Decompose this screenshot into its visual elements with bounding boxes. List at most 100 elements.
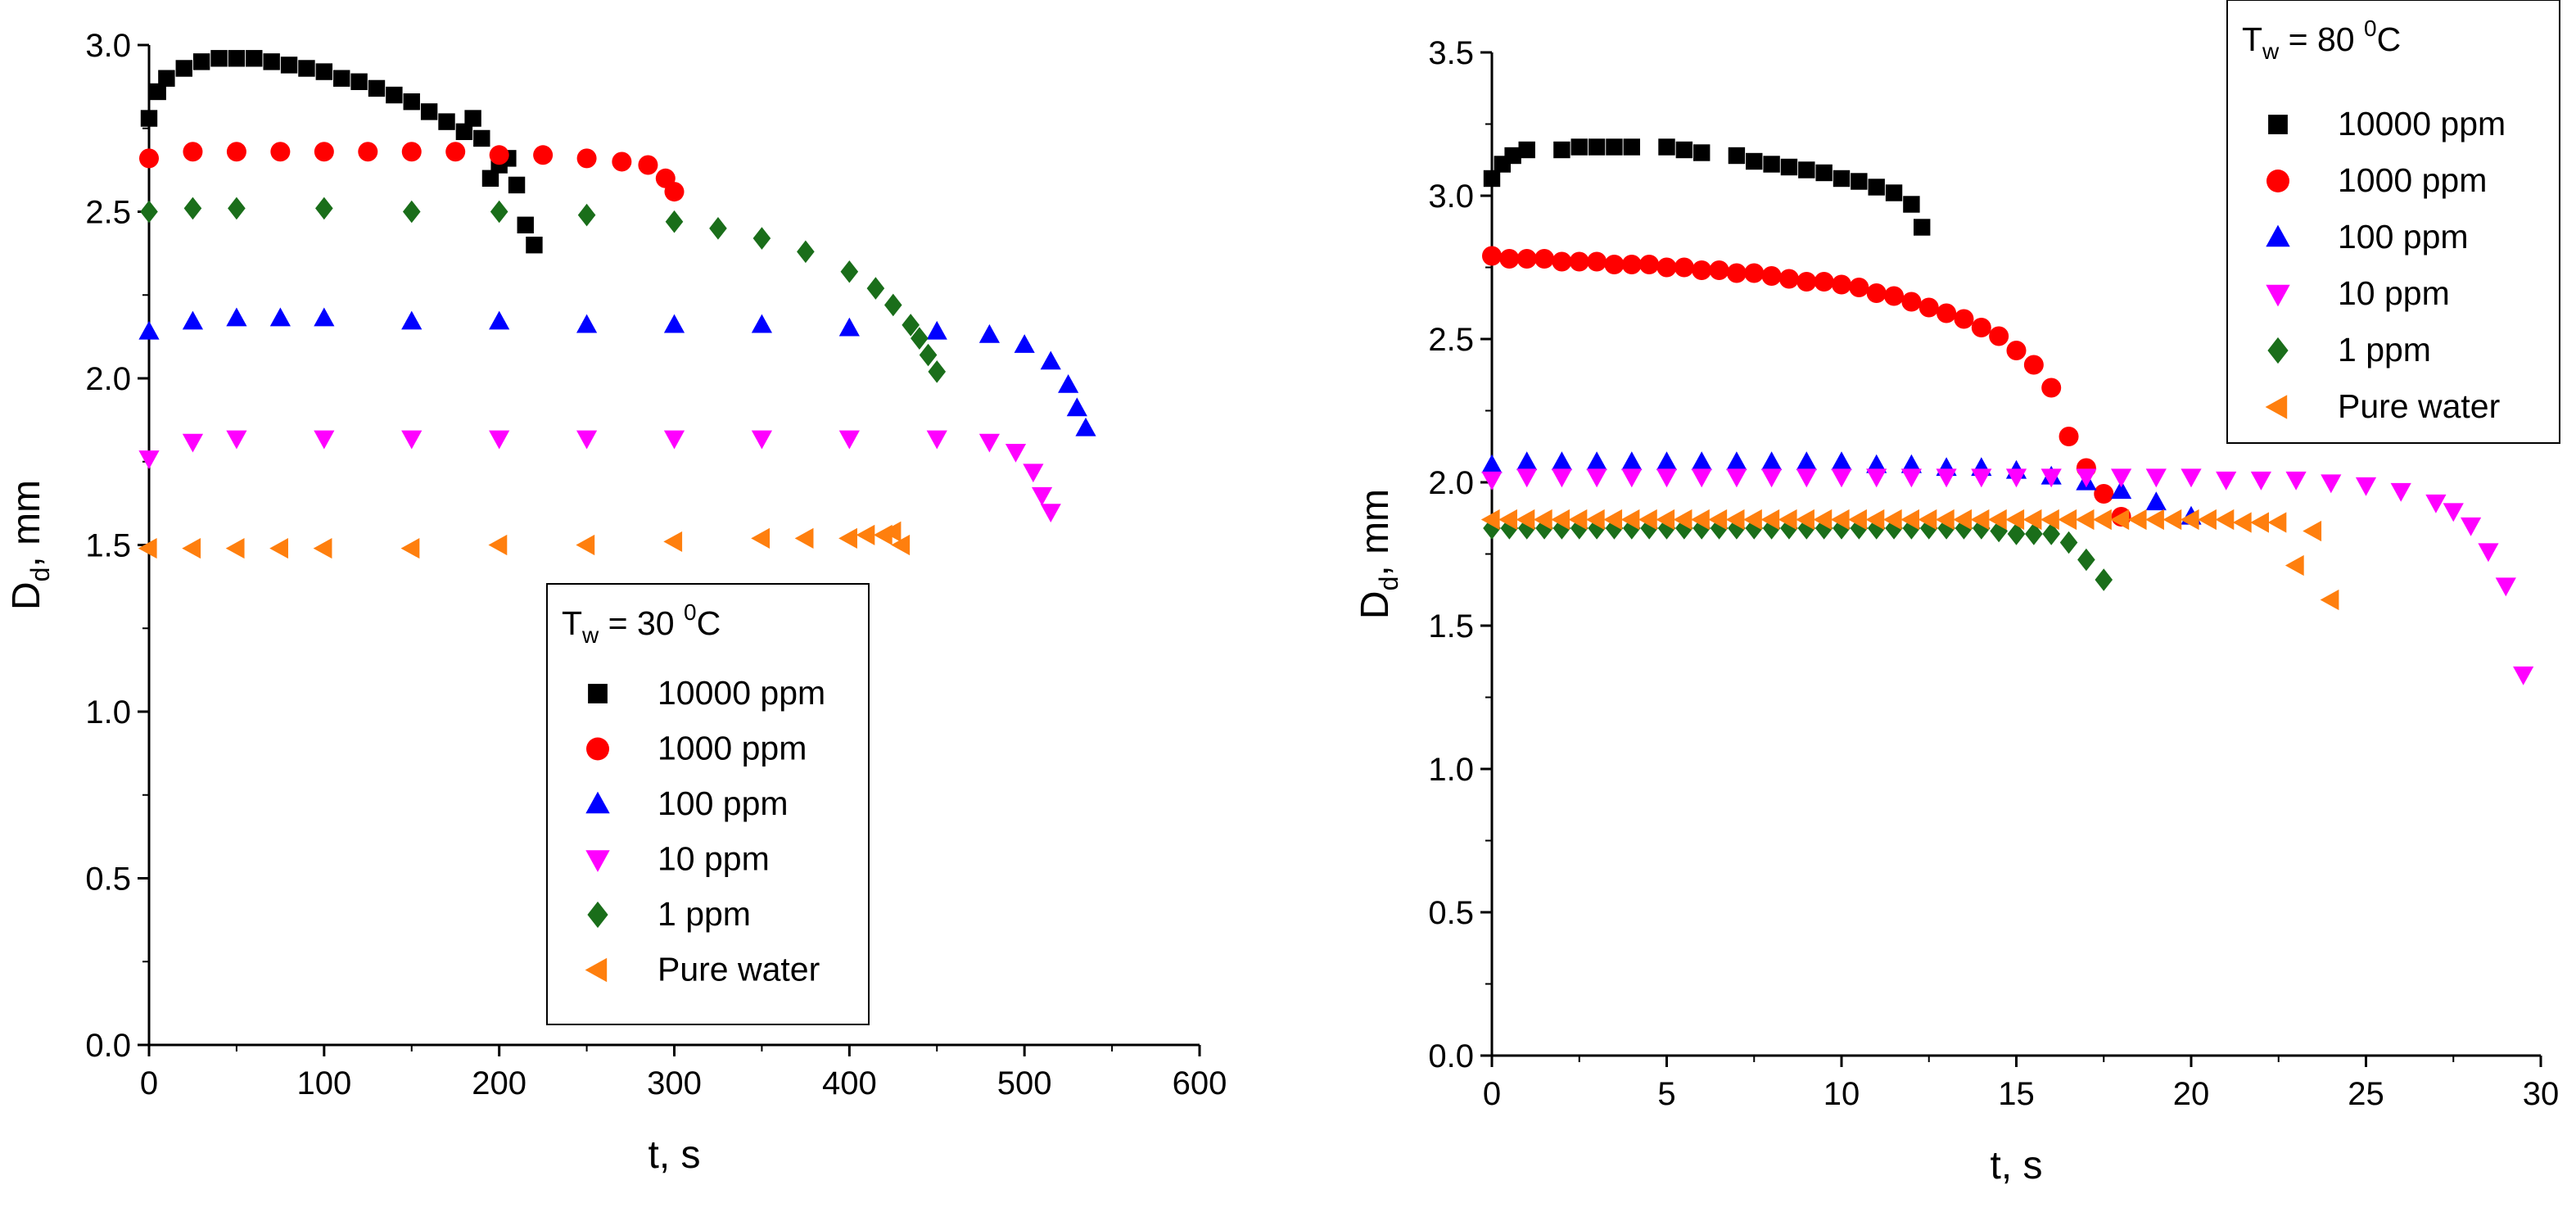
data-point [577, 203, 596, 227]
legend-label: 10000 ppm [2338, 105, 2506, 142]
data-point [1516, 468, 1538, 488]
data-point [2215, 509, 2235, 531]
data-point [2059, 427, 2079, 446]
y-axis-title-sub: d [1374, 577, 1403, 591]
data-point [1900, 509, 1919, 531]
series-pure-water [1480, 509, 2339, 611]
data-point [517, 216, 534, 233]
data-point [838, 317, 860, 337]
data-point [1936, 468, 1957, 488]
data-point [182, 433, 204, 453]
data-point [1588, 138, 1606, 156]
legend-label: 1 ppm [2338, 331, 2431, 369]
data-point [1990, 519, 2008, 543]
data-point [314, 430, 335, 450]
data-point [751, 527, 771, 549]
series-10-ppm [1481, 468, 2534, 685]
data-point [2095, 568, 2113, 591]
data-point [2094, 484, 2114, 504]
x-tick-label: 300 [647, 1065, 702, 1101]
data-point [280, 57, 298, 74]
data-point [2198, 509, 2217, 531]
legend-label: 10 ppm [658, 840, 770, 878]
legend-marker [2265, 395, 2288, 419]
data-point [140, 200, 158, 224]
data-point [1534, 249, 1555, 269]
data-point [138, 537, 157, 559]
y-tick-label: 3.0 [85, 28, 131, 64]
data-point [1481, 471, 1503, 491]
data-point [158, 70, 175, 87]
data-point [333, 70, 350, 87]
data-point [1621, 255, 1642, 274]
data-point [1482, 246, 1502, 266]
data-point [1761, 468, 1783, 488]
data-point [1903, 196, 1920, 213]
legend-marker [585, 850, 610, 872]
data-point [226, 142, 246, 162]
chart-right-80c: 0.0 0.5 1.0 1.5 2.0 2.5 3.0 3.5 0 5 10 15 20 25 30 t, s… [1354, 0, 2560, 1187]
data-point [1780, 517, 1798, 540]
data-point [2250, 512, 2269, 533]
data-point [1830, 509, 1850, 531]
y-tick-label: 1.0 [1428, 752, 1474, 788]
data-point [1691, 468, 1712, 488]
data-point [2025, 522, 2043, 545]
data-point [1066, 397, 1087, 417]
data-point [2127, 509, 2147, 531]
data-point [140, 110, 158, 127]
data-point [489, 430, 510, 450]
data-point [2180, 509, 2199, 531]
legend-title-mid: = 30 [599, 604, 684, 642]
y-tick-label: 0.5 [1428, 895, 1474, 931]
data-point [1480, 509, 1500, 531]
legend-marker [587, 901, 608, 929]
legend-title-sup: 0 [2364, 16, 2377, 41]
legend-marker [2268, 115, 2288, 134]
data-point [269, 307, 291, 327]
data-point [1483, 517, 1501, 540]
data-point [2320, 589, 2339, 611]
data-point [2007, 522, 2026, 545]
data-point [1831, 451, 1852, 471]
data-point [1902, 517, 1921, 540]
series-1-ppm [1483, 517, 2113, 591]
data-point [2145, 509, 2164, 531]
data-point [1798, 161, 1815, 179]
x-axis-title: t, s [648, 1133, 700, 1177]
data-point [1005, 443, 1027, 463]
data-point [226, 430, 247, 450]
data-point [488, 534, 508, 556]
data-point [1691, 451, 1712, 471]
data-point [314, 142, 334, 162]
data-point [1746, 152, 1763, 170]
y-tick-label: 2.5 [85, 195, 131, 231]
data-point [192, 53, 210, 70]
data-point [2443, 503, 2464, 522]
y-tick-label: 2.0 [1428, 465, 1474, 501]
x-tick-label: 600 [1173, 1065, 1227, 1101]
legend-title-sup: 0 [684, 599, 697, 625]
data-point [882, 521, 902, 542]
data-point [1814, 517, 1833, 540]
data-point [1900, 468, 1922, 488]
x-tick-label: 5 [1657, 1076, 1675, 1112]
data-point [856, 524, 875, 545]
data-point [2058, 509, 2077, 531]
y-tick-label: 2.5 [1428, 322, 1474, 358]
data-point [1621, 468, 1643, 488]
legend-title: Tw = 80 0C [2242, 16, 2401, 64]
data-point [663, 314, 685, 333]
data-point [183, 197, 202, 220]
legend-title-sub: w [2262, 38, 2280, 64]
legend-marker [2267, 337, 2289, 364]
y-axis-title: Dd, mm [1354, 489, 1403, 619]
y-tick-label: 1.5 [1428, 608, 1474, 644]
data-point [1621, 451, 1643, 471]
legend-marker [585, 957, 608, 983]
legend-label: 10000 ppm [658, 674, 825, 712]
legend-marker [588, 684, 608, 703]
data-point [489, 310, 510, 330]
data-point [1708, 509, 1728, 531]
data-point [1658, 138, 1675, 156]
